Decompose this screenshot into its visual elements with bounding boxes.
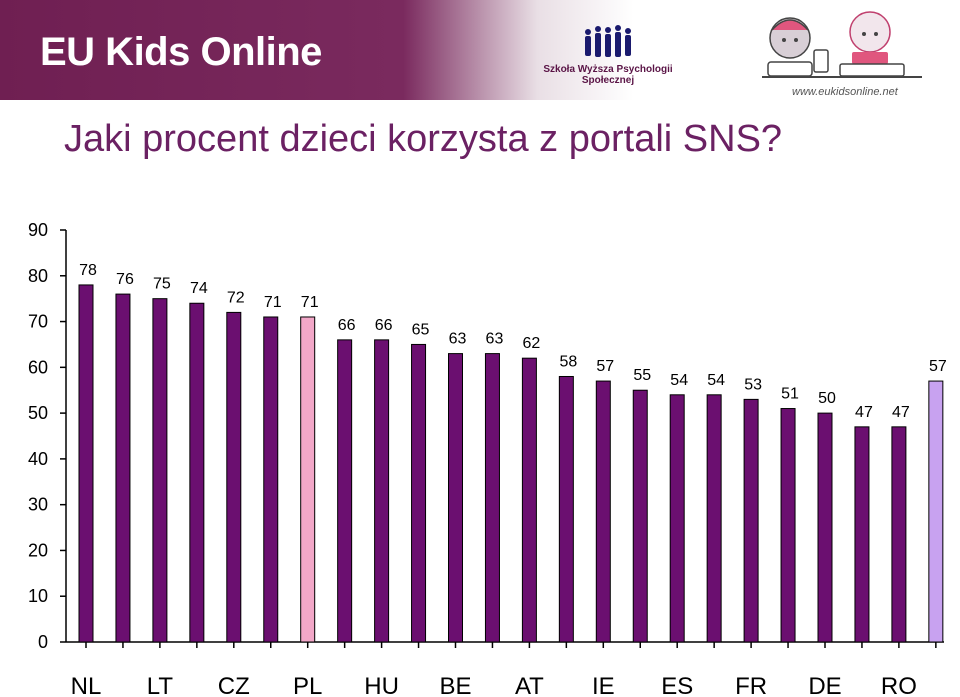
bar	[263, 316, 279, 643]
bar-value-label: 78	[79, 262, 97, 279]
y-tick-label: 10	[28, 586, 48, 606]
bar	[226, 311, 242, 643]
brand-logo-text: EU Kids Online	[40, 30, 322, 74]
bar-value-label: 76	[116, 271, 134, 288]
x-category-label: DE	[808, 673, 841, 697]
bar-value-label: 72	[227, 289, 245, 306]
x-category-label: HU	[364, 673, 399, 697]
bar-value-label: 74	[190, 280, 208, 297]
bar	[595, 380, 611, 643]
bar-value-label: 63	[486, 331, 504, 348]
x-category-label: PL	[293, 673, 322, 697]
bar-value-label: 51	[781, 386, 799, 403]
bar	[374, 339, 390, 643]
bar	[448, 353, 463, 643]
y-tick-label: 30	[28, 495, 48, 515]
bar-value-label: 63	[449, 331, 467, 348]
y-tick-label: 70	[28, 312, 48, 332]
y-tick-label: 50	[28, 403, 48, 423]
bar-value-label: 65	[412, 321, 430, 338]
bar-value-label: 62	[523, 335, 541, 352]
chart-title: Jaki procent dzieci korzysta z portali S…	[64, 118, 783, 160]
website-link[interactable]: www.eukidsonline.net	[792, 86, 898, 98]
bar-value-label: 53	[744, 376, 762, 393]
y-tick-label: 60	[28, 357, 48, 377]
bar-value-label: 71	[301, 294, 319, 311]
x-category-label: AT	[515, 673, 544, 697]
x-category-label: BE	[439, 673, 471, 697]
kids-illustration-icon	[762, 11, 922, 78]
bar	[780, 408, 796, 643]
school-name: Szkoła Wyższa Psychologii Społecznej	[543, 64, 673, 86]
bar	[115, 293, 131, 643]
bar	[189, 302, 205, 643]
bar-value-label: 57	[596, 358, 614, 375]
bar-value-label: 66	[338, 317, 356, 334]
y-tick-label: 40	[28, 449, 48, 469]
x-category-label: CZ	[218, 673, 250, 697]
bar-value-label: 47	[892, 404, 910, 421]
chart-category-labels: NL LT CZ PL HU BE AT IE ES FR DE RO	[71, 673, 917, 697]
chart-axes: 0 10 20 30 40 50 60 70 80 90	[28, 220, 944, 652]
bar-value-label: 75	[153, 276, 171, 293]
bar	[743, 398, 759, 643]
bar	[928, 380, 944, 643]
bar	[669, 394, 685, 643]
x-category-label: NL	[71, 673, 102, 697]
bar	[337, 339, 353, 643]
bar	[558, 375, 574, 643]
bar	[632, 389, 648, 643]
header-banner: EU Kids Online Szkoła Wyższa Psychologii…	[0, 0, 960, 100]
bar	[706, 394, 722, 643]
bar-value-label: 71	[264, 294, 282, 311]
bar-value-label: 47	[855, 404, 873, 421]
bar-value-label: 66	[375, 317, 393, 334]
bar	[484, 353, 500, 643]
bar	[152, 298, 168, 643]
bar-value-label: 55	[633, 367, 651, 384]
school-logo-icon	[585, 25, 631, 57]
y-tick-label: 80	[28, 266, 48, 286]
bar	[817, 412, 833, 643]
bar-value-label: 58	[559, 353, 577, 370]
x-category-label: ES	[661, 673, 693, 697]
bar-value-label: 50	[818, 390, 836, 407]
bar	[854, 426, 870, 643]
y-tick-label: 90	[28, 220, 48, 240]
chart-bars	[78, 284, 944, 643]
x-category-label: LT	[147, 673, 174, 697]
bar	[891, 426, 907, 643]
bar	[521, 357, 537, 643]
bar-value-label: 57	[929, 358, 947, 375]
x-category-label: FR	[735, 673, 767, 697]
bar	[78, 284, 94, 643]
y-tick-label: 0	[38, 632, 48, 652]
bar	[300, 316, 316, 643]
bar-value-label: 54	[670, 372, 688, 389]
chart-data-labels: 78 76 75 74 72 71 71 66 66 65 63 63 62 58 57 55 54 54 53 51…	[79, 262, 947, 421]
x-category-label: RO	[881, 673, 917, 697]
bar-value-label: 54	[707, 372, 725, 389]
y-tick-label: 20	[28, 540, 48, 560]
x-category-label: IE	[592, 673, 615, 697]
bar	[411, 343, 427, 643]
